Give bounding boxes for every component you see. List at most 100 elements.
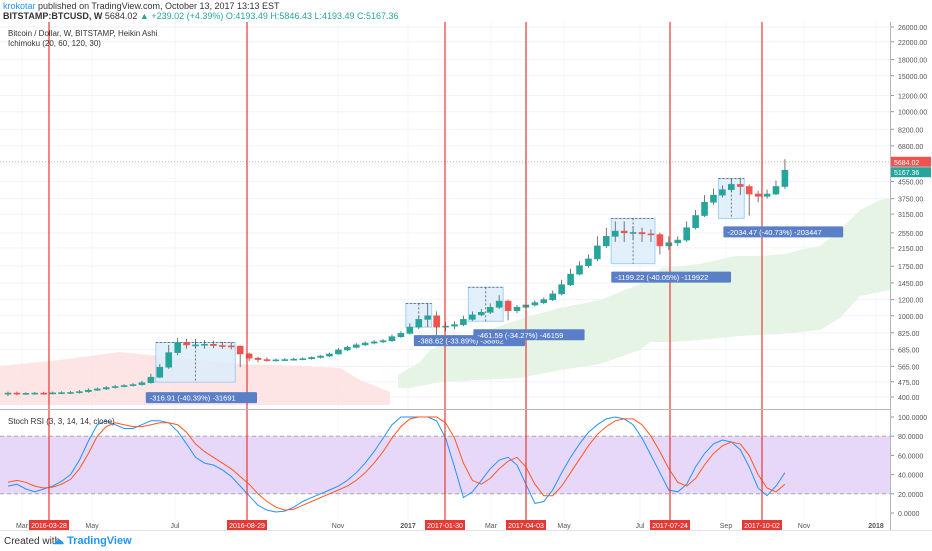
candle[interactable] [147,376,155,384]
candle[interactable] [299,358,306,361]
tradingview-logo[interactable]: ☁ TradingView [53,534,132,547]
candle[interactable] [210,343,217,346]
candle[interactable] [781,169,789,187]
candle[interactable] [370,341,378,344]
candle[interactable] [540,299,548,303]
candle[interactable] [85,389,92,392]
candle[interactable] [49,392,56,395]
candle[interactable] [736,184,744,187]
candle[interactable] [236,345,244,355]
candle[interactable] [594,245,601,260]
candle[interactable] [603,236,610,247]
candle[interactable] [629,232,637,234]
candle[interactable] [67,392,74,394]
candle[interactable] [361,342,369,346]
candle[interactable] [620,230,628,234]
candle[interactable] [263,359,271,361]
candle[interactable] [692,215,699,229]
candle[interactable] [754,193,762,197]
price-axis[interactable]: 400.00 475.00 565.00 685.00 825.00 1000.00 120… [890,25,931,518]
candle[interactable] [477,312,485,316]
candle[interactable] [58,392,65,394]
candle[interactable] [219,345,226,347]
candle[interactable] [13,392,21,395]
candle[interactable] [129,384,137,386]
candle[interactable] [495,300,503,308]
candle[interactable] [424,315,432,320]
candle[interactable] [710,194,717,203]
candle[interactable] [513,307,521,311]
candle[interactable] [683,227,690,241]
candle[interactable] [245,353,253,359]
candle[interactable] [576,265,583,275]
time-label: 2017 [400,523,416,530]
candle[interactable] [192,344,199,347]
candle[interactable] [281,359,289,361]
candle[interactable] [406,326,414,334]
candle[interactable] [388,336,396,341]
candle[interactable] [227,345,235,348]
candle[interactable] [102,387,110,390]
candle[interactable] [76,391,83,393]
candle[interactable] [272,359,280,362]
candle[interactable] [504,300,512,311]
candle[interactable] [745,186,753,195]
candle[interactable] [585,258,592,266]
candle[interactable] [701,201,708,216]
candle[interactable] [772,186,780,195]
candle[interactable] [4,392,12,395]
candle[interactable] [531,302,539,306]
candle[interactable] [111,386,119,388]
rsi-tick-label: 80.0000 [898,434,923,441]
candle[interactable] [40,392,48,395]
candle[interactable] [763,193,771,197]
candle[interactable] [567,273,574,286]
candle[interactable] [31,392,39,395]
candle[interactable] [290,358,298,361]
candle[interactable] [719,189,726,196]
candle[interactable] [352,344,360,348]
candle[interactable] [549,293,557,300]
price-tick-label: 2550.00 [898,231,923,238]
candle[interactable] [647,233,655,236]
candle[interactable] [174,342,181,353]
candle[interactable] [156,366,164,378]
candle[interactable] [308,357,315,360]
candle[interactable] [638,232,646,235]
candle[interactable] [138,382,146,385]
candle[interactable] [728,184,735,190]
candle[interactable] [94,388,101,391]
candle[interactable] [317,355,324,358]
candle[interactable] [120,385,128,387]
measure-label-box [145,392,258,404]
candle[interactable] [611,230,619,237]
measure-box[interactable] [610,217,656,265]
candle[interactable] [451,324,458,327]
candle[interactable] [254,357,262,360]
candle[interactable] [665,242,673,247]
candle[interactable] [344,347,351,351]
price-tick-label: 26000.00 [898,25,927,32]
date-badge [742,520,782,530]
candle[interactable] [379,340,387,343]
candle[interactable] [183,342,190,346]
candle[interactable] [656,234,664,247]
candle[interactable] [335,349,342,355]
candle[interactable] [486,307,494,313]
ichimoku-legend[interactable]: Ichimoku (20, 60, 120, 30) [8,39,101,48]
candle[interactable] [460,319,467,325]
candle[interactable] [433,315,440,328]
candle[interactable] [558,284,565,295]
candle[interactable] [469,314,476,320]
candle[interactable] [201,343,208,346]
stoch-rsi-legend[interactable]: Stoch RSI (3, 3, 14, 14, close) [8,417,115,426]
candle[interactable] [326,353,333,357]
author-link[interactable]: krokotar [3,1,36,11]
time-axis[interactable]: Mar 2016-03-28 May Jul 2016-08-29 Nov 2017 2017… [16,520,884,530]
candle[interactable] [397,333,405,337]
price-tick-label: 1450.00 [898,281,923,288]
candle[interactable] [415,319,423,328]
candle[interactable] [165,352,173,368]
candle[interactable] [22,393,30,395]
candle[interactable] [674,239,682,244]
